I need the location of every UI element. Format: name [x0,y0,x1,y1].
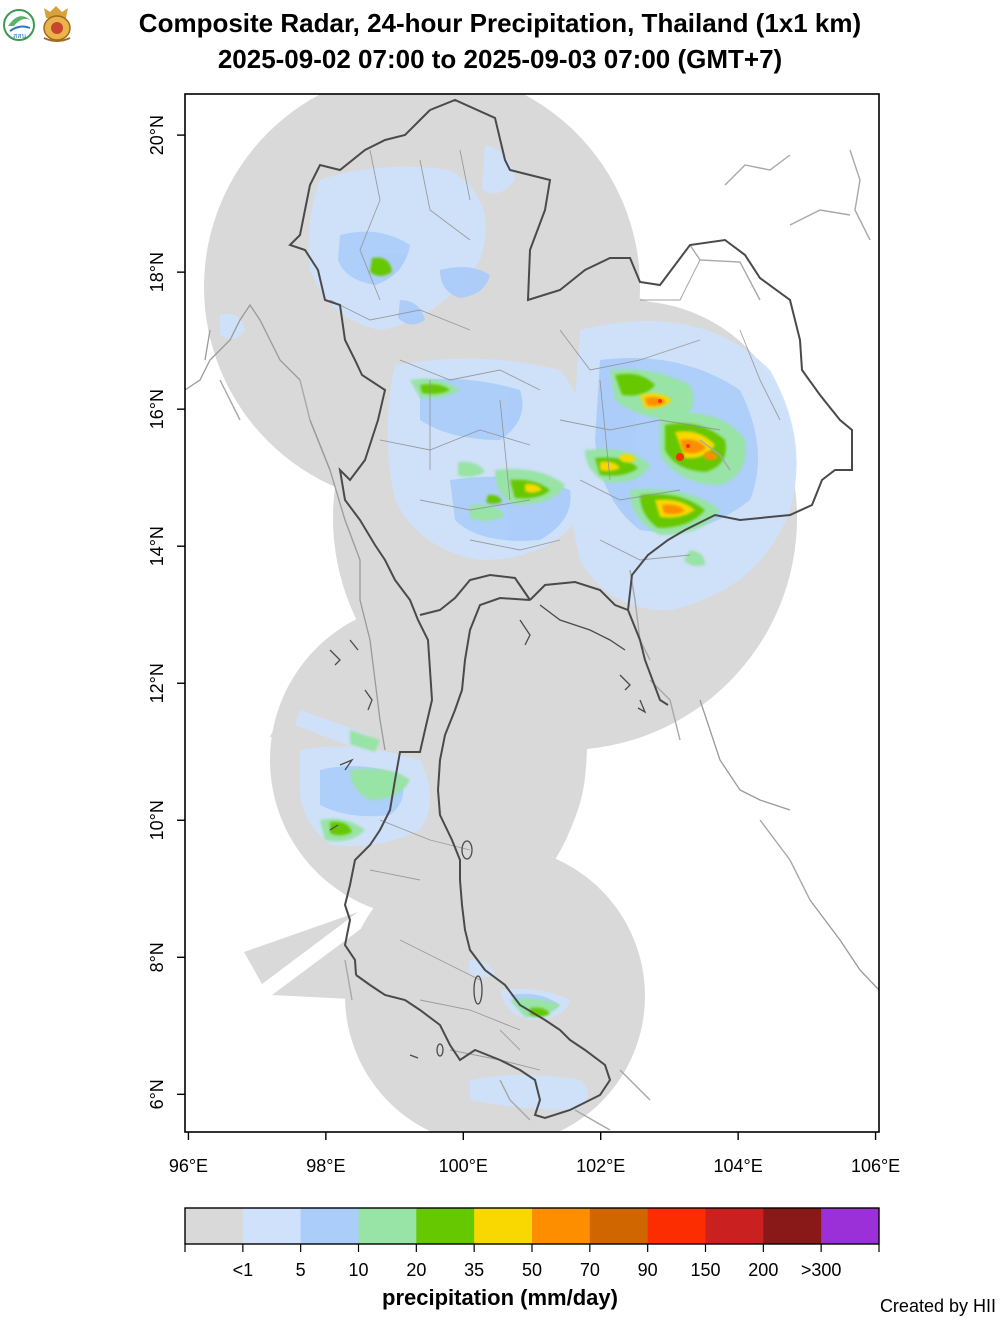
x-tick-label: 98°E [306,1156,345,1176]
legend-label: 150 [690,1260,720,1280]
legend-label: 10 [348,1260,368,1280]
x-tick-label: 100°E [439,1156,488,1176]
y-tick-label: 6°N [147,1079,167,1109]
map-title: Composite Radar, 24-hour Precipitation, … [138,8,862,38]
y-tick-label: 8°N [147,942,167,972]
legend-swatch [589,1208,649,1244]
legend-label: <1 [233,1260,254,1280]
legend-label: 90 [638,1260,658,1280]
royal-emblem-icon [43,6,71,42]
legend-swatch [358,1208,417,1244]
y-tick-label: 12°N [147,663,167,703]
legend-title: precipitation (mm/day) [382,1285,618,1310]
legend-label: >300 [801,1260,842,1280]
legend-label: 5 [296,1260,306,1280]
x-tick-label: 106°E [851,1156,900,1176]
y-tick-label: 14°N [147,526,167,566]
legend-swatch [532,1208,591,1244]
legend-swatch [474,1208,533,1244]
plot-frame [184,93,880,1133]
precip-red [658,399,690,461]
legend-label: 50 [522,1260,542,1280]
region-outline [185,303,879,991]
map-period: 2025-09-02 07:00 to 2025-09-03 07:00 (GM… [217,44,783,74]
hii-logo-icon: สสน [3,9,35,41]
y-tick-label: 20°N [147,115,167,155]
x-tick-label: 96°E [169,1156,208,1176]
y-tick-label: 10°N [147,800,167,840]
legend-swatch [647,1208,706,1244]
legend-swatch [185,1208,244,1244]
neighbor-borders [219,149,871,1131]
x-tick-label: 104°E [714,1156,763,1176]
y-tick-label: 18°N [147,252,167,292]
x-axis: 96°E 98°E 100°E 102°E 104°E 106°E [169,1132,900,1176]
y-axis: 6°N 8°N 10°N 12°N 14°N 16°N 18°N 20°N [147,115,185,1109]
legend-swatch [705,1208,764,1244]
legend-label: 35 [464,1260,484,1280]
agency-logos: สสน [3,6,71,42]
legend-labels: <1 5 10 20 35 50 70 90 150 200 >300 [184,1244,880,1280]
credit-text: Created by HII [879,1296,996,1316]
legend-swatch [763,1208,822,1244]
legend-label: 200 [748,1260,778,1280]
thailand-border [288,98,853,1120]
y-tick-label: 16°N [147,389,167,429]
svg-text:สสน: สสน [13,32,27,40]
radar-coverage [204,94,797,1132]
legend-swatch [242,1208,302,1244]
legend-label: 70 [580,1260,600,1280]
legend-swatch [821,1208,880,1244]
legend-colorbar [184,1207,880,1245]
legend-label: 20 [406,1260,426,1280]
x-tick-label: 102°E [576,1156,625,1176]
legend-swatch [300,1208,359,1244]
coastline-islands [329,604,647,1059]
legend-swatch [416,1208,475,1244]
